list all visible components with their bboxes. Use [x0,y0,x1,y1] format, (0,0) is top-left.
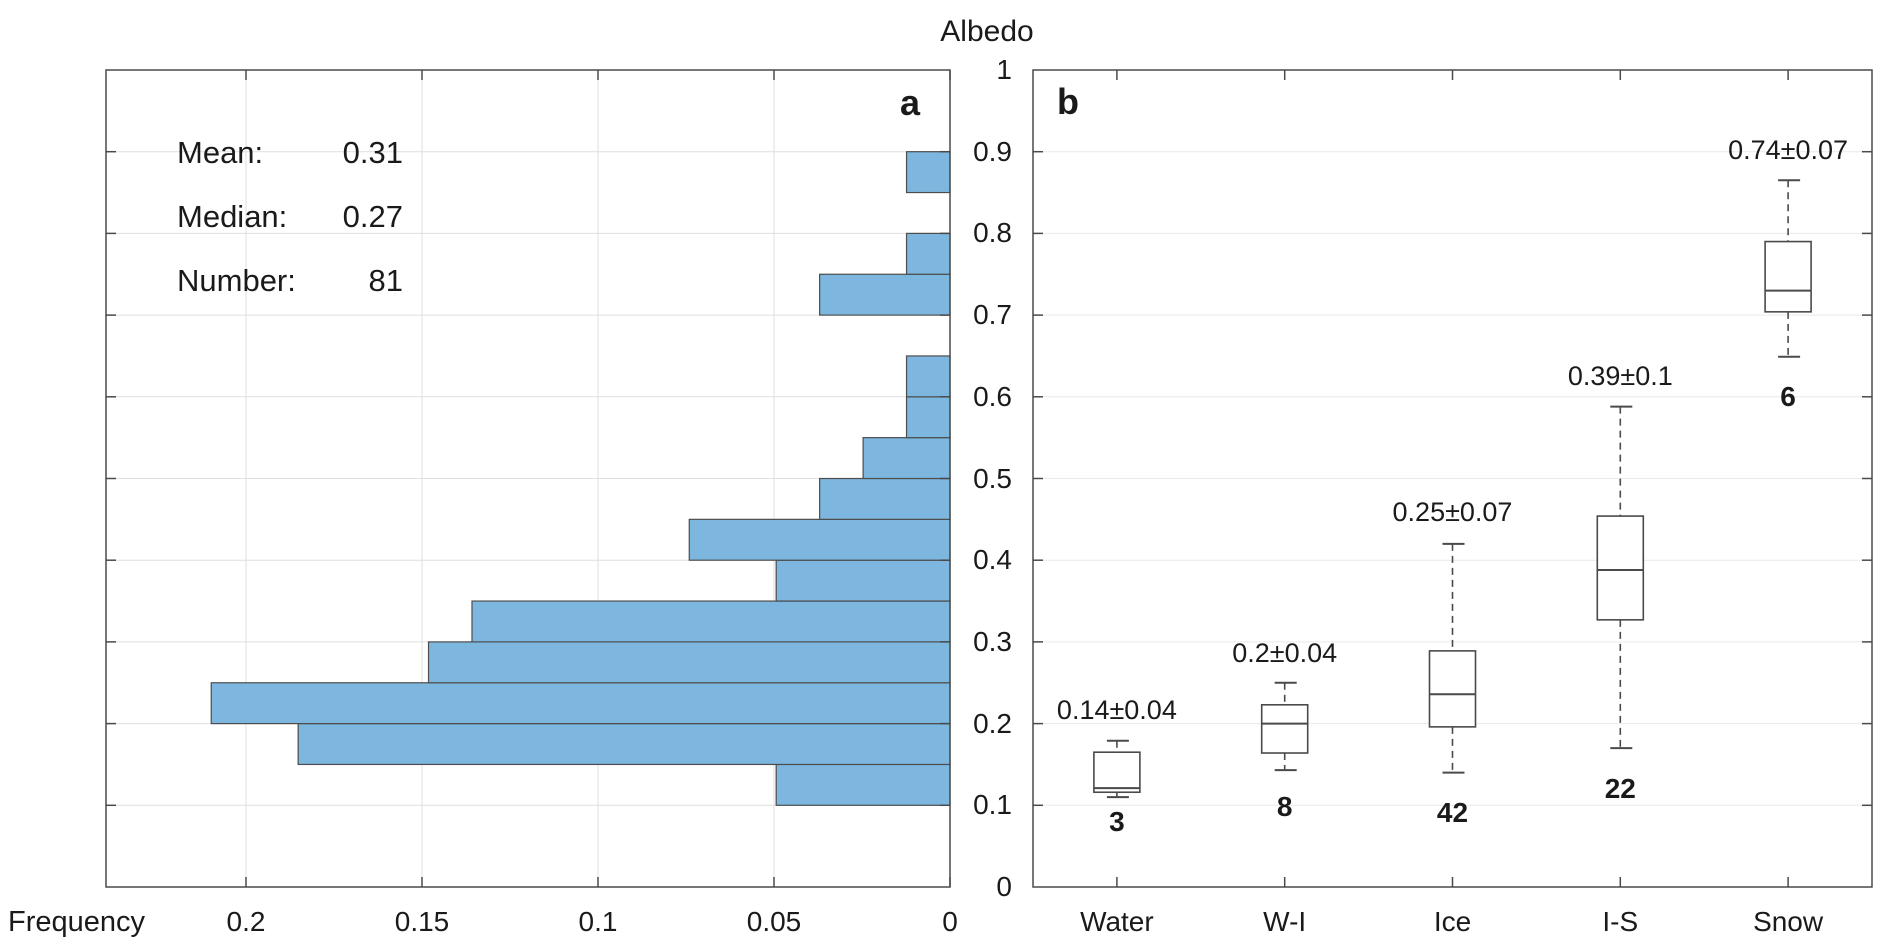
box-w-i [1260,704,1309,754]
histogram-bar-0.85 [905,151,951,194]
count-label-water: 3 [1109,805,1125,837]
y-tick-label-0: 0 [996,871,1012,902]
y-tick-label-0.1: 0.1 [973,789,1012,821]
y-tick-label-0.3: 0.3 [973,625,1012,657]
count-label-ice: 42 [1436,797,1469,829]
histogram-bar-0.75 [905,232,951,275]
histogram-bar-0.20 [210,682,951,725]
histogram-bar-0.25 [427,641,951,684]
box-snow [1764,240,1812,313]
histogram-bar-0.35 [775,559,951,602]
y-tick-label-0.7: 0.7 [973,299,1012,331]
histogram-bar-0.40 [688,518,951,561]
stat-value: 0.31 [342,135,403,170]
x-tick-label-0.15: 0.15 [394,906,450,937]
category-label-water: Water [1080,906,1154,937]
y-tick-label-1: 1 [996,54,1012,85]
histogram-bar-0.15 [297,722,951,766]
histogram-bar-0.60 [905,355,951,398]
category-label-ice: Ice [1433,906,1472,937]
shared-y-axis-title: Albedo [940,15,1034,48]
y-tick-label-0.4: 0.4 [973,544,1012,576]
x-axis-title-frequency: Frequency [8,906,146,938]
y-tick-label-0.2: 0.2 [973,707,1012,739]
mean-std-label-ice: 0.25±0.07 [1392,496,1513,527]
y-tick-label-0.6: 0.6 [973,380,1012,412]
box-water [1093,751,1141,794]
mean-std-label-i-s: 0.39±0.1 [1567,361,1673,392]
stat-row-mean: Mean: 0.31 [177,133,403,173]
histogram-bar-0.50 [862,437,951,480]
mean-std-label-snow: 0.74±0.07 [1728,135,1849,166]
mean-std-label-water: 0.14±0.04 [1056,694,1177,725]
mean-std-label-w-i: 0.2±0.04 [1232,638,1338,669]
histogram-bar-0.30 [471,600,951,643]
stat-row-number: Number: 81 [177,261,403,301]
y-tick-label-0.9: 0.9 [973,135,1012,167]
panel-a-border [105,69,951,888]
x-tick-label-0.05: 0.05 [746,906,802,937]
stat-value: 0.27 [342,199,403,234]
panel-b-border [1032,69,1873,888]
x-tick-label-0.2: 0.2 [226,906,266,937]
y-tick-label-0.8: 0.8 [973,217,1012,249]
stat-row-median: Median: 0.27 [177,197,403,237]
stat-label: Number: [177,263,296,298]
y-tick-label-0.5: 0.5 [973,462,1012,494]
panel-b-letter: b [1057,81,1079,122]
panel-a-letter: a [899,82,921,123]
stat-label: Median: [177,199,288,234]
histogram-bar-0.55 [905,396,951,439]
category-label-i-s: I-S [1602,906,1639,937]
category-label-w-i: W-I [1263,906,1307,937]
category-label-snow: Snow [1753,906,1824,937]
stat-value: 81 [368,263,403,298]
box-ice [1428,650,1477,728]
count-label-w-i: 8 [1276,790,1293,822]
x-tick-label-0.1: 0.1 [578,906,618,937]
count-label-i-s: 22 [1604,772,1636,804]
count-label-snow: 6 [1780,380,1796,412]
stat-label: Mean: [177,135,264,170]
box-i-s [1596,515,1645,621]
x-tick-label-0: 0 [942,906,958,937]
